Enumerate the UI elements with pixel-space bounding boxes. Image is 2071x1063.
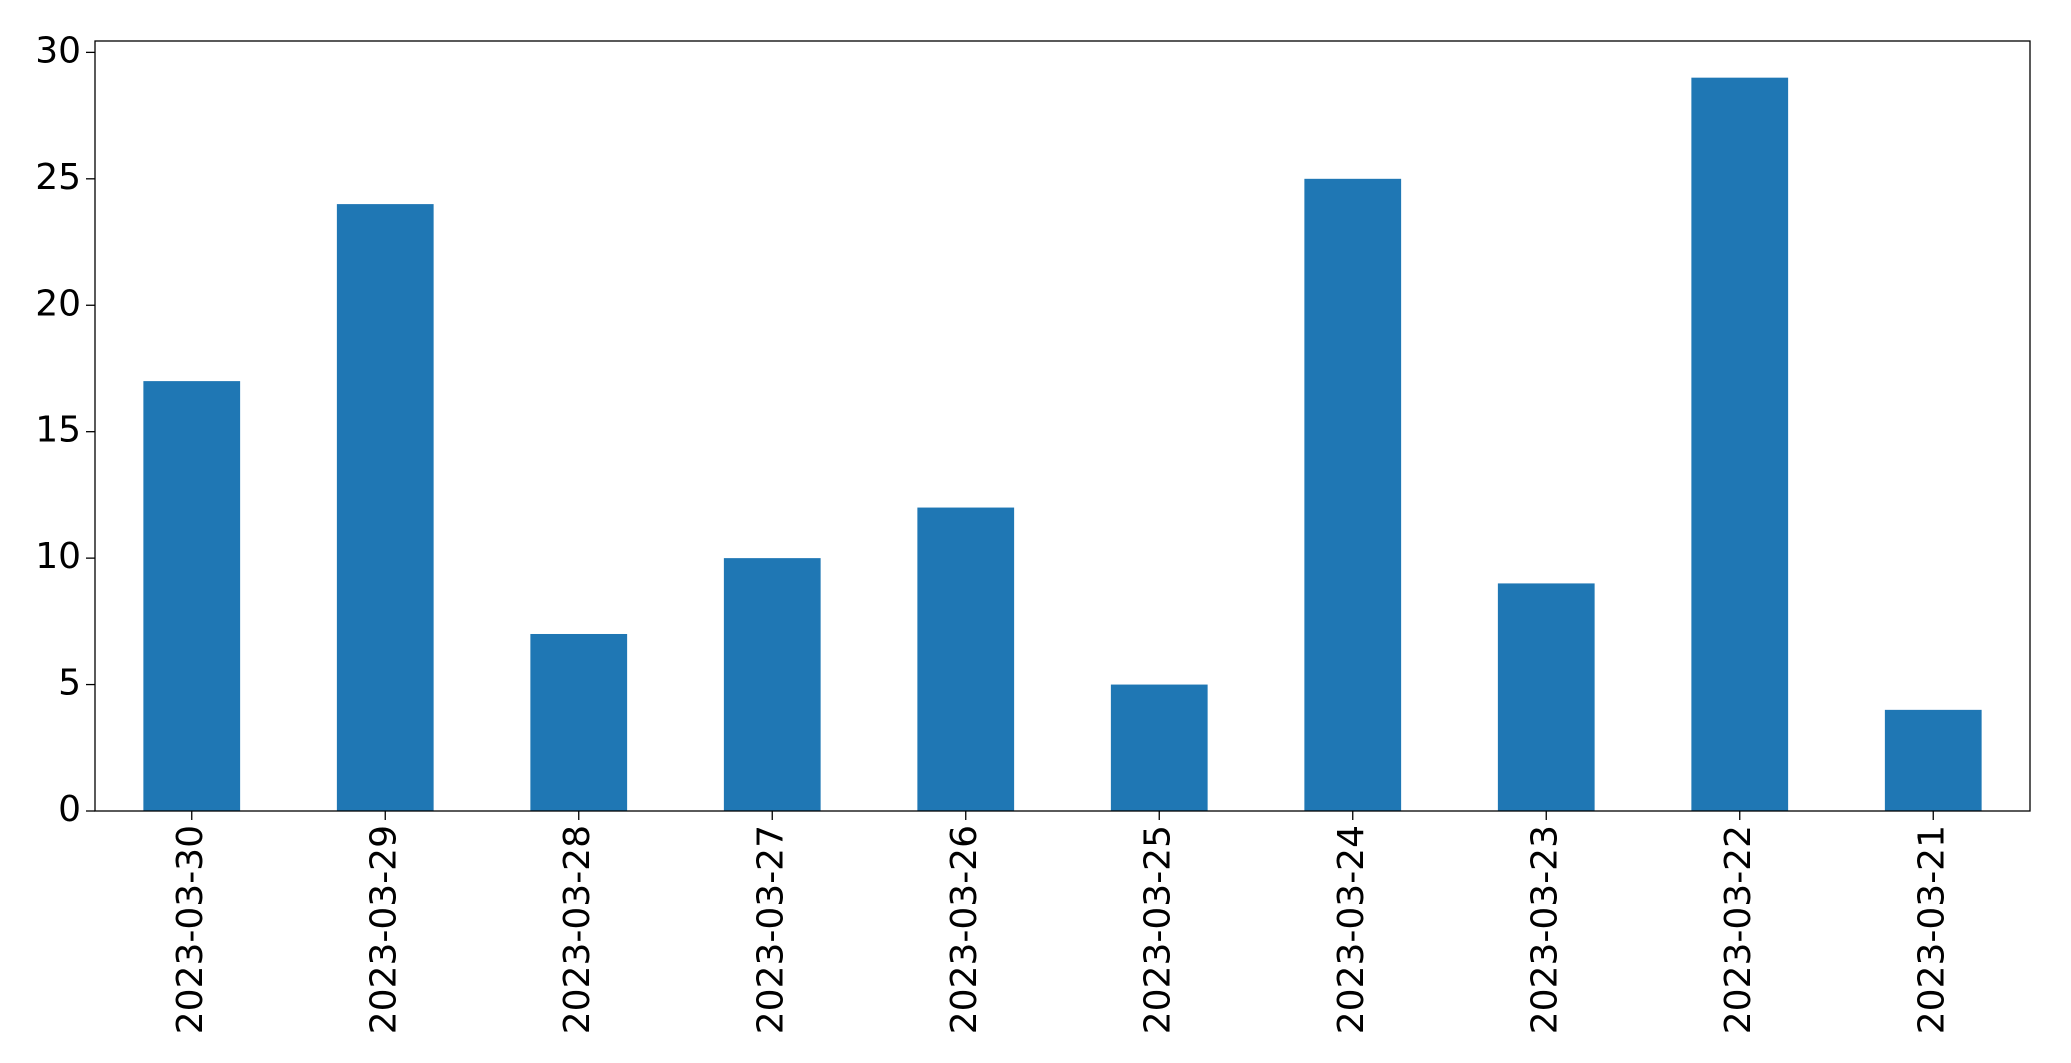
bar — [1304, 178, 1402, 811]
y-tick-label: 30 — [35, 30, 81, 71]
x-tick-label: 2023-03-23 — [1524, 825, 1565, 1034]
bar — [1691, 77, 1789, 811]
y-tick-label: 10 — [35, 536, 81, 577]
bar — [336, 204, 434, 811]
x-tick-label: 2023-03-30 — [170, 825, 211, 1034]
y-tick-label: 5 — [58, 663, 81, 704]
x-tick-label: 2023-03-21 — [1911, 825, 1952, 1034]
y-tick-label: 25 — [35, 157, 81, 198]
x-tick-label: 2023-03-27 — [750, 825, 791, 1034]
x-tick-label: 2023-03-25 — [1137, 825, 1178, 1034]
x-tick-label: 2023-03-22 — [1718, 825, 1759, 1034]
x-tick-label: 2023-03-24 — [1331, 825, 1372, 1034]
bar — [1497, 583, 1595, 811]
y-tick-label: 15 — [35, 410, 81, 451]
bar — [143, 381, 241, 811]
bar — [1110, 684, 1208, 811]
x-tick-label: 2023-03-29 — [363, 825, 404, 1034]
plot-frame — [94, 40, 2031, 812]
x-tick-label: 2023-03-28 — [557, 825, 598, 1034]
x-tick-label: 2023-03-26 — [944, 825, 985, 1034]
y-tick-label: 20 — [35, 283, 81, 324]
bar — [723, 558, 821, 811]
bar — [1884, 709, 1982, 811]
bar — [530, 633, 628, 811]
y-tick-label: 0 — [58, 789, 81, 830]
bar — [917, 507, 1015, 811]
